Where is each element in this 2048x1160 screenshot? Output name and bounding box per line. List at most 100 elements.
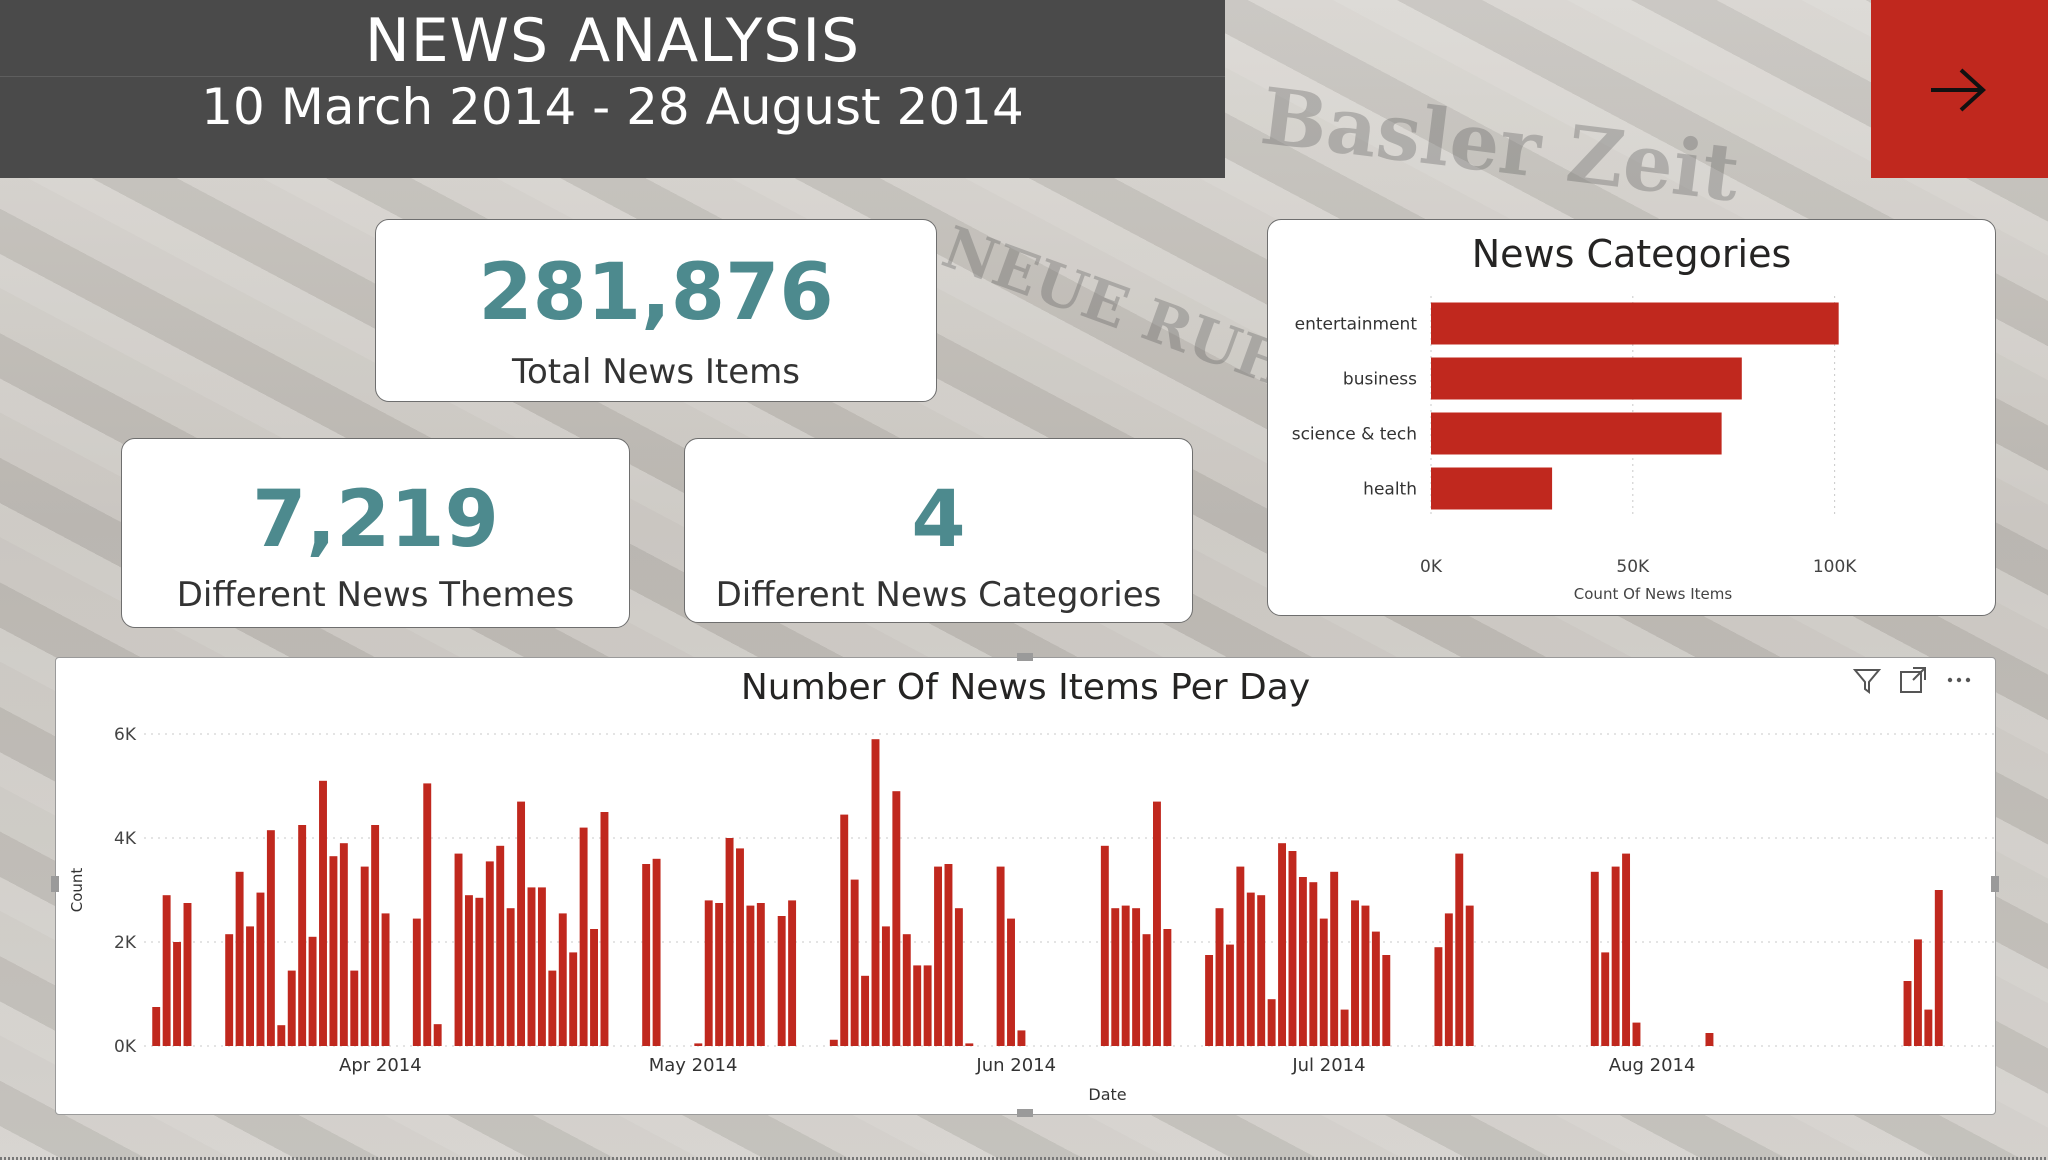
column-bar [183, 903, 192, 1046]
category-label: business [1343, 370, 1417, 390]
resize-handle-right[interactable] [1991, 876, 1999, 892]
kpi-label: Different News Themes [176, 575, 575, 615]
column-bar [298, 825, 307, 1046]
resize-handle-bottom[interactable] [1017, 1109, 1033, 1117]
column-bar [517, 801, 526, 1046]
column-bar [339, 843, 348, 1046]
column-bar [1934, 890, 1943, 1046]
date-range: 10 March 2014 - 28 August 2014 [201, 78, 1024, 136]
kpi-value: 7,219 [252, 475, 499, 565]
y-tick-label: 6K [114, 725, 137, 745]
column-bar [558, 913, 567, 1046]
column-bar [777, 916, 786, 1046]
category-label: science & tech [1292, 425, 1417, 445]
kpi-value: 4 [911, 475, 966, 565]
column-bar [1601, 952, 1610, 1046]
x-tick-label: 50K [1616, 557, 1650, 577]
column-bar [485, 861, 494, 1046]
kpi-value: 281,876 [478, 248, 834, 338]
x-axis-label: Count Of News Items [1574, 585, 1733, 603]
column-bar [287, 970, 296, 1046]
column-bar [1246, 892, 1255, 1046]
column-bar [1382, 955, 1391, 1046]
column-bar [1236, 866, 1245, 1046]
column-bar [1705, 1033, 1714, 1046]
column-bar [704, 900, 713, 1046]
news-categories-chart[interactable]: News Categories 0K 50K 100K entertainment bu… [1267, 219, 1996, 616]
x-tick-label: Jul 2014 [1291, 1055, 1365, 1076]
column-bar [642, 864, 651, 1046]
column-bar [944, 864, 953, 1046]
y-tick-label: 2K [114, 933, 137, 953]
column-bar [913, 965, 922, 1046]
column-bar [1111, 908, 1120, 1046]
kpi-card-news-categories[interactable]: 4 Different News Categories [684, 438, 1193, 623]
more-options-icon[interactable] [1943, 664, 1975, 696]
column-bar [652, 858, 661, 1046]
category-label: entertainment [1295, 315, 1418, 335]
column-bar [871, 739, 880, 1046]
column-bar [1121, 905, 1130, 1046]
arrow-right-icon [1931, 68, 1986, 112]
column-bar [319, 780, 327, 1046]
resize-handle-left[interactable] [51, 876, 59, 892]
column-bar [277, 1025, 286, 1046]
column-bar [746, 905, 755, 1046]
chart-title: Number Of News Items Per Day [740, 667, 1311, 708]
column-bar [1632, 1022, 1641, 1046]
column-bar [850, 879, 859, 1046]
column-bar [152, 1007, 161, 1046]
column-bar [725, 838, 734, 1046]
column-bar [1371, 931, 1380, 1046]
bar [1431, 467, 1553, 510]
header-divider [0, 76, 1225, 77]
column-bar [1361, 905, 1370, 1046]
column-bar [1100, 845, 1109, 1046]
kpi-label: Different News Categories [715, 575, 1162, 615]
news-per-day-chart[interactable]: Number Of News Items Per Day 0K 2K 4K 6K Apr… [55, 657, 1996, 1115]
background-newspaper-masthead: Basler Zeit [1256, 71, 1744, 220]
column-bar [1913, 939, 1922, 1046]
column-bar [996, 866, 1005, 1046]
column-bar [496, 845, 505, 1046]
column-bar [350, 970, 359, 1046]
bar [1431, 412, 1722, 455]
column-bar [1444, 913, 1453, 1046]
column-bar [1465, 905, 1474, 1046]
column-bar [1924, 1009, 1933, 1046]
column-bar [736, 848, 744, 1046]
column-bar [1163, 929, 1172, 1046]
column-bar [235, 871, 244, 1046]
column-bar [548, 970, 557, 1046]
next-page-button[interactable] [1871, 0, 2048, 178]
column-bar [475, 897, 484, 1046]
column-bar [1215, 908, 1224, 1046]
kpi-card-news-themes[interactable]: 7,219 Different News Themes [121, 438, 630, 628]
column-bar [861, 975, 870, 1046]
column-bar [1257, 895, 1266, 1046]
column-bar [173, 942, 182, 1046]
column-bar [360, 866, 369, 1046]
x-tick-label: Jun 2014 [975, 1055, 1056, 1076]
column-bar [225, 934, 234, 1046]
column-bar [162, 895, 171, 1046]
focus-mode-icon[interactable] [1897, 664, 1929, 696]
column-bar [829, 1039, 838, 1046]
column-bar [1007, 918, 1015, 1046]
kpi-card-total-news-items[interactable]: 281,876 Total News Items [375, 219, 937, 402]
resize-handle-top[interactable] [1017, 653, 1033, 661]
column-bar [1298, 877, 1307, 1046]
bar [1431, 357, 1742, 400]
column-bar [590, 929, 598, 1046]
column-chart-plot: 0K 2K 4K 6K Apr 2014 May 2014 Jun 2014 Jul 2014… [68, 725, 1994, 1104]
x-tick-label: May 2014 [649, 1055, 738, 1076]
column-bar [881, 926, 890, 1046]
column-bar [569, 952, 578, 1046]
column-bar [715, 903, 724, 1046]
column-bar [1340, 1009, 1349, 1046]
page-bottom-border [0, 1157, 2048, 1160]
x-tick-label: 0K [1420, 557, 1443, 577]
column-bar [923, 965, 932, 1046]
filter-icon[interactable] [1851, 664, 1883, 696]
column-bar [1309, 882, 1318, 1046]
